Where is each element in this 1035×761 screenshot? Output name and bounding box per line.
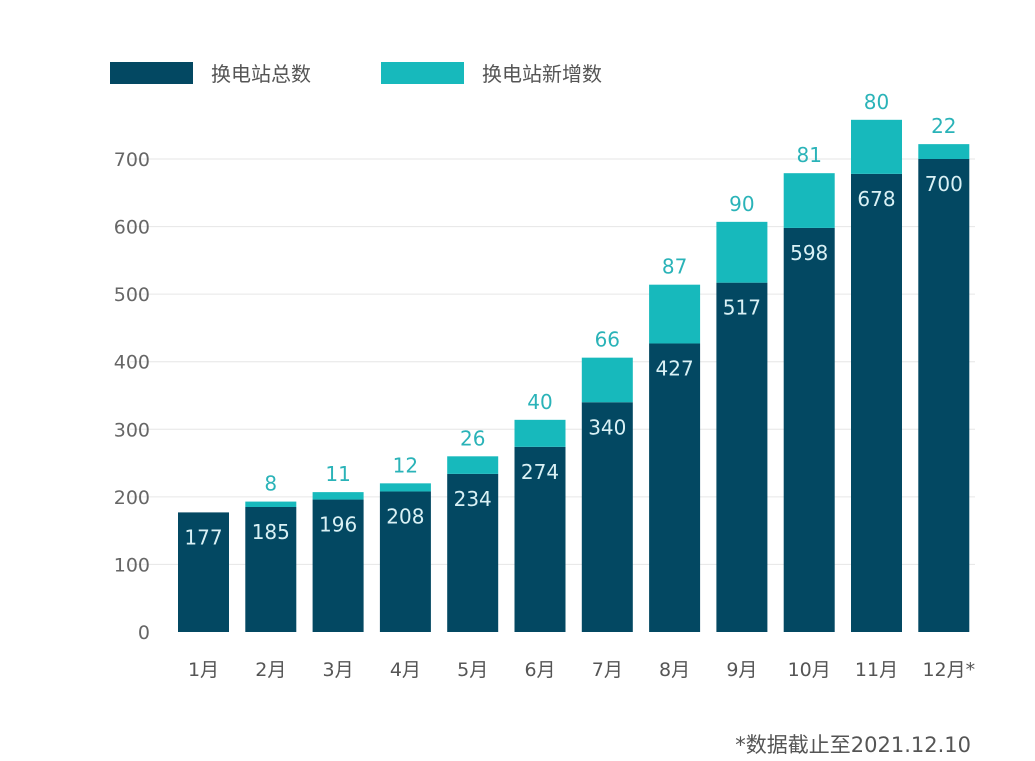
bar-new [918, 144, 970, 159]
footnote: *数据截止至2021.12.10 [735, 733, 971, 757]
bar-new [851, 119, 902, 174]
bar-total [581, 402, 633, 632]
legend-label-total: 换电站总数 [211, 62, 311, 86]
data-label-total: 517 [723, 296, 761, 320]
x-tick-label: 11月 [855, 659, 898, 681]
data-label-total: 340 [588, 415, 626, 439]
y-tick-label: 0 [138, 622, 150, 644]
bar-total [649, 343, 701, 632]
data-label-new: 8 [264, 472, 277, 496]
bar-new [245, 501, 297, 507]
x-tick-label: 10月 [788, 659, 831, 681]
data-label-total: 427 [656, 356, 694, 380]
y-tick-label: 400 [114, 352, 150, 374]
data-label-total: 598 [790, 241, 828, 265]
bar-total [312, 499, 364, 632]
bar-total [783, 227, 835, 632]
x-tick-label: 1月 [188, 659, 219, 681]
bar-new [716, 221, 768, 283]
data-label-new: 22 [931, 114, 956, 138]
x-tick-label: 12月* [922, 659, 975, 681]
data-label-new: 11 [325, 462, 350, 486]
data-label-new: 87 [662, 255, 687, 279]
bar-total [245, 506, 297, 632]
y-tick-label: 200 [114, 487, 150, 509]
bar-total [514, 446, 566, 632]
data-label-new: 12 [393, 453, 418, 477]
legend-label-new: 换电站新增数 [482, 62, 602, 86]
data-label-total: 678 [857, 187, 895, 211]
y-tick-label: 100 [114, 554, 150, 576]
bar-new [783, 173, 835, 228]
bar-new [312, 492, 364, 500]
data-label-new: 81 [796, 143, 821, 167]
x-tick-label: 8月 [659, 659, 690, 681]
data-label-new: 26 [460, 426, 485, 450]
y-tick-label: 300 [114, 419, 150, 441]
data-label-new: 40 [527, 390, 552, 414]
bar-new [447, 456, 499, 474]
bar-total [379, 491, 431, 632]
data-label-new: 90 [729, 192, 754, 216]
bar-new [649, 284, 701, 344]
data-label-total: 208 [386, 504, 424, 528]
legend-swatch-total [110, 61, 193, 84]
bar-new [514, 419, 566, 447]
x-tick-label: 7月 [592, 659, 623, 681]
x-tick-label: 4月 [390, 659, 421, 681]
bar-new [581, 357, 633, 403]
bar-total [851, 173, 902, 632]
data-label-total: 234 [454, 487, 492, 511]
bar-new [379, 483, 431, 492]
y-tick-label: 700 [114, 149, 150, 171]
data-label-new: 80 [864, 90, 889, 114]
y-tick-label: 500 [114, 284, 150, 306]
y-tick-label: 600 [114, 217, 150, 239]
bar-total [918, 159, 970, 632]
x-tick-label: 5月 [457, 659, 488, 681]
data-label-total: 185 [252, 520, 290, 544]
data-label-total: 196 [319, 513, 357, 537]
data-label-new: 66 [595, 328, 620, 352]
bar-total [178, 512, 229, 632]
x-tick-label: 2月 [255, 659, 286, 681]
data-label-total: 177 [184, 525, 222, 549]
x-tick-label: 9月 [726, 659, 757, 681]
data-label-total: 700 [925, 172, 963, 196]
legend-swatch-new [381, 61, 464, 84]
data-label-total: 274 [521, 460, 559, 484]
bar-total [447, 473, 499, 632]
legend: 换电站总数 换电站新增数 [110, 58, 672, 87]
x-tick-label: 6月 [524, 659, 555, 681]
bar-total [716, 282, 768, 632]
x-tick-label: 3月 [323, 659, 354, 681]
